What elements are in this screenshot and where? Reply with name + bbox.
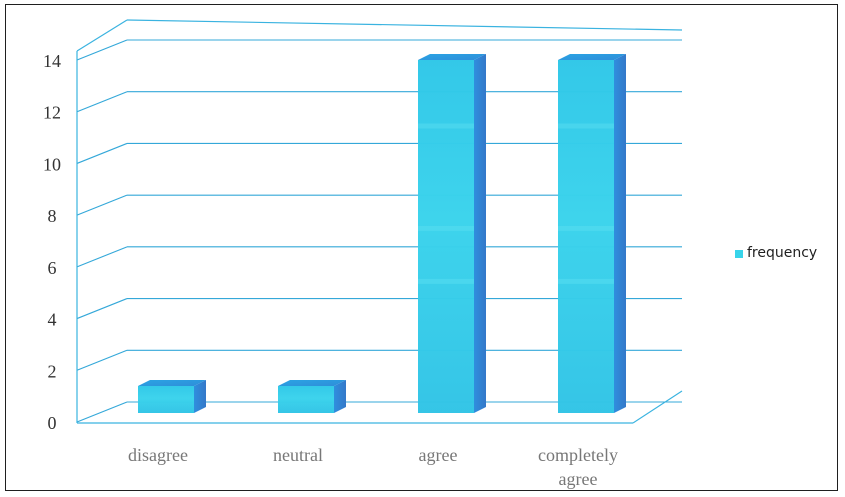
category-label-line-3-1: agree xyxy=(559,469,598,489)
bar-highlight-2-0 xyxy=(418,123,474,129)
category-label-2: agree xyxy=(419,445,458,465)
y-tick-8: 8 xyxy=(48,206,57,226)
left-top-edge xyxy=(76,19,128,52)
bar-1 xyxy=(278,380,346,413)
legend-frequency-swatch xyxy=(735,250,743,258)
bar-front-3 xyxy=(558,60,614,413)
floor-right-edge xyxy=(632,390,683,424)
axis-lines xyxy=(76,19,683,424)
y-tick-labels: 0 2 4 6 8 10 12 14 xyxy=(43,51,61,433)
bar-highlight-3-0 xyxy=(558,123,614,129)
bar-top-3 xyxy=(558,54,626,60)
category-label-line-2-0: agree xyxy=(419,445,458,465)
bar-2 xyxy=(418,54,486,413)
legend: frequency xyxy=(735,245,817,261)
category-label-line-1-0: neutral xyxy=(273,445,323,465)
bars xyxy=(138,54,626,413)
category-label-3: completely agree xyxy=(538,445,618,489)
chart-frame: 0 2 4 6 8 10 12 14 disagree neutral agree complete… xyxy=(5,4,838,491)
bar-top-2 xyxy=(418,54,486,60)
y-tick-12: 12 xyxy=(43,103,61,123)
bar-0 xyxy=(138,380,206,413)
bar-highlight-2-2 xyxy=(418,278,474,284)
bar-highlight-3-2 xyxy=(558,278,614,284)
category-label-line-0-0: disagree xyxy=(128,445,188,465)
category-label-1: neutral xyxy=(273,445,323,465)
y-tick-10: 10 xyxy=(43,154,61,174)
bar-top-1 xyxy=(278,380,346,386)
y-tick-4: 4 xyxy=(48,310,57,330)
bar-side-1 xyxy=(334,380,346,413)
gridline-14 xyxy=(76,39,682,61)
y-tick-2: 2 xyxy=(48,361,57,381)
bar-3 xyxy=(558,54,626,413)
bar-side-0 xyxy=(194,380,206,413)
bar-top-0 xyxy=(138,380,206,386)
bar-front-1 xyxy=(278,386,334,413)
bar-side-3 xyxy=(614,54,626,413)
y-tick-0: 0 xyxy=(48,413,57,433)
bar-front-0 xyxy=(138,386,194,413)
y-tick-14: 14 xyxy=(43,51,61,71)
category-label-line-3-0: completely xyxy=(538,445,618,465)
bar-side-2 xyxy=(474,54,486,413)
bar-front-2 xyxy=(418,60,474,413)
category-labels: disagree neutral agree completely agree xyxy=(128,445,618,489)
bar-highlight-3-1 xyxy=(558,225,614,231)
category-label-0: disagree xyxy=(128,445,188,465)
legend-frequency-label: frequency xyxy=(747,245,817,261)
back-top-edge xyxy=(126,19,683,31)
y-tick-6: 6 xyxy=(48,258,57,278)
bar-highlight-2-1 xyxy=(418,225,474,231)
